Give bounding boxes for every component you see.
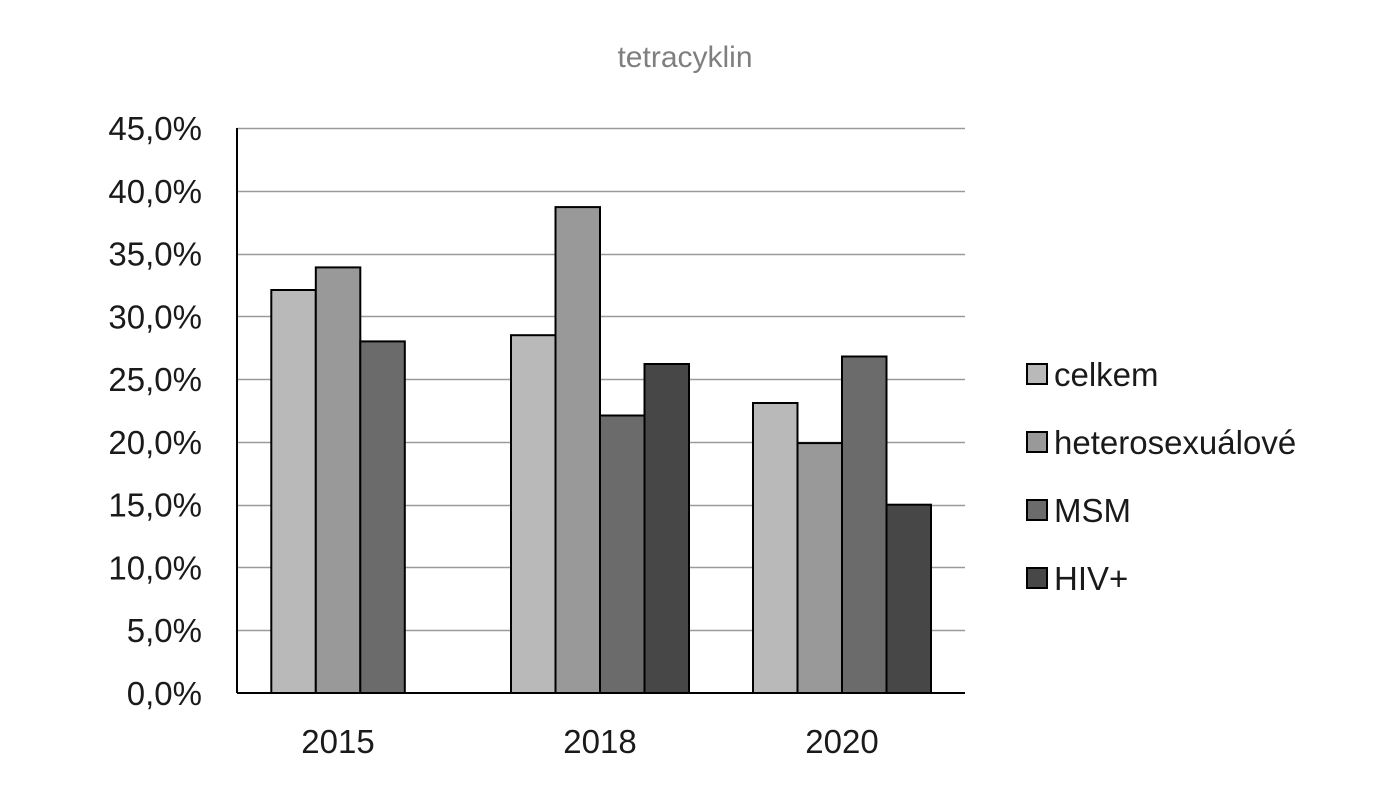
legend-swatch-MSM (1026, 499, 1048, 521)
y-tick-label: 5,0% (127, 612, 202, 649)
legend-label: celkem (1054, 356, 1159, 393)
y-tick-label: 10,0% (108, 549, 202, 586)
legend-swatch-heterosexuálové (1026, 431, 1048, 453)
y-tick-label: 40,0% (108, 173, 202, 210)
bar-2015-celkem (270, 289, 317, 694)
legend-swatch-HIV+ (1026, 567, 1048, 589)
axes (236, 128, 965, 694)
legend-label: heterosexuálové (1054, 424, 1296, 461)
x-tick-label: 2018 (563, 723, 636, 760)
y-tick-label: 0,0% (127, 675, 202, 712)
y-tick-label: 30,0% (108, 298, 202, 335)
legend: celkem heterosexuálové MSM HIV+ (1026, 356, 1296, 597)
x-tick-label: 2020 (805, 723, 878, 760)
bar-2018-heterosexuálové (554, 206, 601, 694)
bar-2015-MSM (359, 340, 406, 694)
y-tick-label: 15,0% (108, 487, 202, 524)
legend-label: HIV+ (1054, 560, 1128, 597)
bar-2020-celkem (752, 402, 799, 694)
bar-2018-HIV+ (643, 363, 690, 694)
bar-2015-heterosexuálové (314, 266, 362, 694)
bar-2020-MSM (841, 355, 888, 694)
bar-2018-MSM (599, 414, 646, 694)
bar-2020-heterosexuálové (796, 442, 843, 694)
x-axis-tick-labels: 2015 2018 2020 (301, 723, 878, 760)
legend-label: MSM (1054, 492, 1131, 529)
bar-2020-HIV+ (885, 503, 932, 695)
y-tick-label: 35,0% (108, 236, 202, 273)
bar-2018-celkem (510, 334, 557, 694)
chart-title: tetracyklin (617, 41, 752, 74)
y-axis-tick-labels: 0,0% 5,0% 10,0% 15,0% 20,0% 25,0% 30,0% 35,0% 40… (108, 110, 202, 712)
bars (270, 206, 932, 695)
legend-swatch-celkem (1026, 363, 1048, 385)
y-tick-label: 20,0% (108, 424, 202, 461)
x-tick-label: 2015 (301, 723, 374, 760)
y-tick-label: 45,0% (108, 110, 202, 147)
y-tick-label: 25,0% (108, 361, 202, 398)
